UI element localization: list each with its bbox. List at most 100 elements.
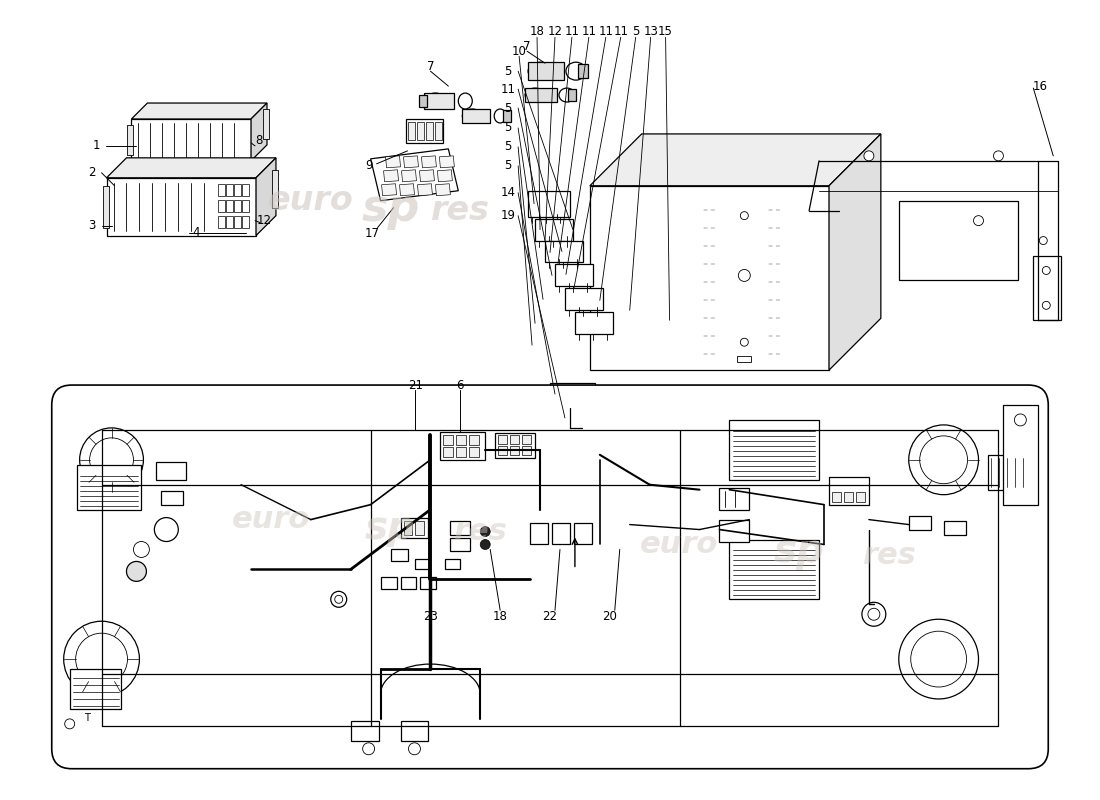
Ellipse shape — [559, 88, 575, 102]
Bar — [729, 539, 820, 599]
Text: = =: = = — [703, 208, 716, 213]
Text: 7: 7 — [427, 60, 434, 73]
Bar — [456, 435, 466, 445]
Bar — [522, 435, 531, 444]
Bar — [832, 492, 842, 502]
Text: 15: 15 — [658, 25, 673, 38]
Bar — [495, 433, 535, 458]
Text: 12: 12 — [548, 25, 562, 38]
Polygon shape — [436, 184, 450, 196]
Bar — [498, 435, 507, 444]
Bar — [579, 386, 588, 402]
Text: 5: 5 — [505, 65, 512, 78]
Text: 21: 21 — [408, 378, 424, 391]
Polygon shape — [384, 170, 398, 182]
Circle shape — [334, 595, 343, 603]
Bar — [528, 62, 564, 80]
Bar — [909, 515, 931, 530]
Polygon shape — [132, 119, 251, 161]
Circle shape — [89, 438, 133, 482]
Text: 9: 9 — [365, 159, 373, 172]
Bar — [899, 201, 1019, 281]
Bar — [525, 88, 557, 102]
Circle shape — [864, 151, 873, 161]
Circle shape — [1014, 414, 1026, 426]
Bar — [556, 265, 593, 286]
Bar — [420, 578, 437, 590]
Text: 5: 5 — [505, 140, 512, 154]
Ellipse shape — [425, 93, 447, 109]
Polygon shape — [590, 134, 881, 186]
Polygon shape — [371, 149, 459, 201]
Circle shape — [408, 743, 420, 754]
Text: 12: 12 — [256, 214, 272, 227]
Bar — [565, 386, 576, 402]
Bar — [729, 420, 820, 480]
Text: 11: 11 — [614, 25, 628, 38]
Bar — [408, 122, 416, 140]
Bar — [351, 721, 378, 741]
Text: 2: 2 — [88, 166, 96, 179]
Bar — [128, 125, 133, 155]
Bar — [427, 122, 433, 140]
Polygon shape — [404, 156, 418, 168]
Text: res: res — [453, 517, 507, 546]
Polygon shape — [107, 158, 276, 178]
Bar — [400, 721, 428, 741]
Text: 13: 13 — [644, 25, 658, 38]
Text: = =: = = — [768, 280, 781, 285]
Circle shape — [65, 719, 75, 729]
Bar — [944, 521, 966, 534]
Polygon shape — [107, 178, 256, 235]
Text: = =: = = — [703, 316, 716, 321]
Bar — [162, 490, 184, 505]
Bar — [470, 447, 480, 457]
Bar — [522, 446, 531, 455]
Text: 16: 16 — [1033, 79, 1048, 93]
Circle shape — [481, 526, 491, 537]
Polygon shape — [402, 170, 417, 182]
Ellipse shape — [528, 62, 552, 80]
Bar — [218, 184, 226, 196]
Bar — [242, 216, 249, 228]
Ellipse shape — [459, 93, 472, 109]
Bar — [530, 522, 548, 545]
Text: 18: 18 — [529, 25, 544, 38]
Text: euro: euro — [232, 505, 310, 534]
Bar — [404, 521, 412, 534]
Text: 6: 6 — [456, 378, 464, 391]
Bar — [156, 462, 186, 480]
Circle shape — [868, 608, 880, 620]
Bar — [263, 109, 270, 139]
Bar — [406, 119, 443, 143]
Circle shape — [974, 216, 983, 226]
Bar — [443, 435, 453, 445]
Polygon shape — [590, 186, 829, 370]
Text: = =: = = — [768, 298, 781, 303]
Bar — [218, 200, 226, 212]
Bar — [528, 190, 570, 217]
Polygon shape — [386, 156, 400, 168]
Bar — [234, 200, 241, 212]
Text: 20: 20 — [603, 610, 617, 622]
Text: = =: = = — [703, 226, 716, 231]
Text: = =: = = — [768, 226, 781, 231]
Bar — [242, 184, 249, 196]
Bar — [234, 184, 241, 196]
Text: = =: = = — [703, 244, 716, 249]
Text: sp: sp — [773, 533, 825, 570]
Text: = =: = = — [703, 334, 716, 338]
Circle shape — [920, 436, 968, 484]
Text: 11: 11 — [564, 25, 580, 38]
Bar — [510, 446, 519, 455]
Polygon shape — [256, 158, 276, 235]
Circle shape — [1040, 237, 1047, 245]
Text: 14: 14 — [500, 186, 516, 199]
Bar — [419, 95, 428, 107]
Bar — [227, 200, 233, 212]
Bar — [565, 288, 603, 310]
Text: sp: sp — [362, 187, 420, 230]
Bar — [418, 122, 425, 140]
Ellipse shape — [525, 88, 544, 102]
Circle shape — [363, 743, 375, 754]
